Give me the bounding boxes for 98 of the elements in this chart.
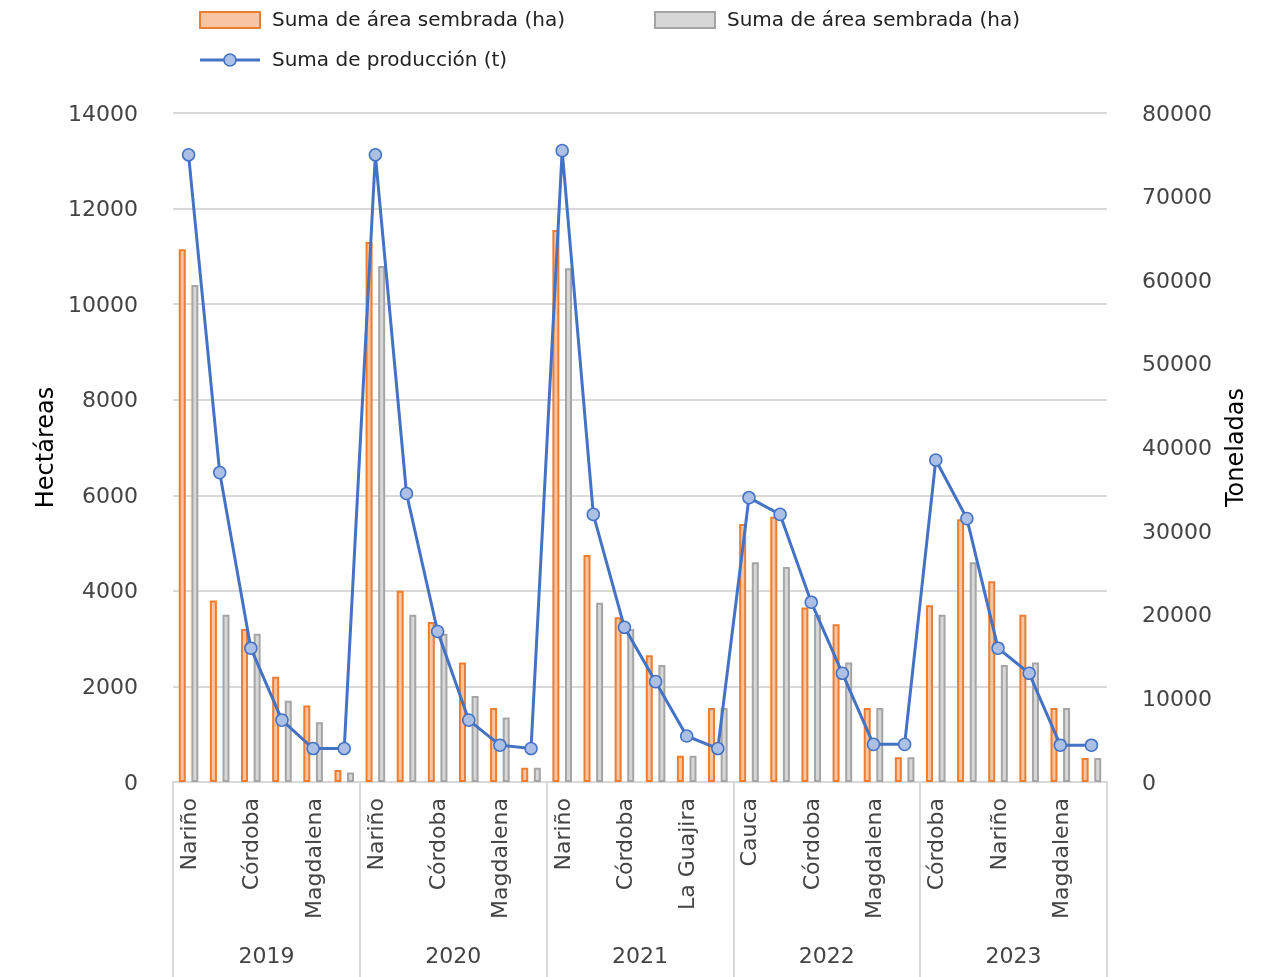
y-tick-label: 10000 [68,291,138,317]
x-tick-label: Córdoba [923,798,949,891]
bar [770,516,778,782]
bar [178,249,186,782]
point [524,741,538,756]
point [430,624,445,639]
x-tick-label: Nariño [549,798,575,871]
x-tick-label: Magdalena [487,798,513,919]
bar [241,629,249,782]
point [306,741,320,756]
y-axis-title: Hectáreas [31,386,60,509]
y2-tick-label: 0 [1142,769,1156,795]
point [181,148,196,162]
bar [925,605,933,782]
point [835,666,850,681]
bar [645,655,653,782]
bar [739,523,747,782]
bar [521,767,529,782]
y2-tick-label: 70000 [1142,184,1212,210]
bar [708,707,716,782]
point [1053,738,1068,752]
legend-label: Suma de área sembrada (ha) [272,7,566,31]
bar [1081,758,1089,782]
y-tick-label: 6000 [82,482,138,508]
point [1022,666,1036,681]
point [399,486,414,501]
bar [801,607,809,782]
point [617,620,632,635]
bar [303,705,311,782]
point [804,595,818,609]
bar [209,600,217,782]
point [337,741,351,756]
legend-label: Suma de área sembrada (ha) [727,7,1021,31]
point [711,741,725,756]
text: 2022 [798,942,855,968]
point [586,507,601,522]
y2-axis-title: Toneladas [1220,387,1249,509]
y-tick-label: 12000 [68,196,138,222]
x-tick-label: Cauca [736,798,762,867]
point [555,143,569,158]
x-tick-label: Nariño [176,798,202,871]
point [991,641,1005,655]
point [960,511,974,526]
y2-tick-label: 30000 [1142,518,1212,544]
y-tick-label: 4000 [82,578,138,604]
legend-label: Suma de producción (t) [272,47,508,71]
bar [552,230,560,782]
point [493,738,507,752]
y-tick-label: 0 [124,769,138,795]
point [462,713,476,727]
text: 2019 [238,942,295,968]
y-tick-label: 8000 [82,387,138,413]
y2-tick-label: 40000 [1142,435,1212,460]
x-tick-label: Córdoba [798,798,824,891]
x-tick-label: Córdoba [238,798,264,891]
bar [583,555,591,782]
bar [614,617,622,782]
y2-tick-label: 80000 [1142,100,1212,126]
point [866,737,881,752]
point [897,737,912,752]
bar [396,590,404,782]
point [679,729,694,743]
y2-tick-label: 20000 [1142,602,1212,628]
x-tick-label: Magdalena [861,798,886,919]
y2-tick-label: 60000 [1142,267,1212,293]
bar [676,755,684,782]
point [244,641,258,655]
x-tick-label: Córdoba [425,798,451,891]
text: 2020 [425,942,482,968]
x-tick-label: Córdoba [611,798,637,891]
point [275,713,289,727]
text: 2021 [612,942,668,968]
x-tick-label: La Guajira [674,798,700,910]
bar [894,757,902,782]
x-tick-label: Magdalena [300,798,326,919]
text: 2023 [985,942,1042,968]
bar [490,707,498,782]
bar [334,770,342,782]
bar [1019,614,1027,782]
x-tick-label: Nariño [985,798,1011,871]
bar [365,242,373,782]
y-tick-label: 14000 [68,100,138,126]
y2-tick-label: 10000 [1142,685,1212,711]
bar [988,581,996,782]
bar [832,624,840,782]
bar [957,519,965,782]
point [929,453,943,467]
point [368,148,383,162]
y-tick-label: 2000 [82,673,138,699]
point [648,674,663,689]
x-tick-label: Magdalena [1047,798,1073,919]
y2-tick-label: 50000 [1142,351,1212,377]
point [212,465,227,480]
bar [427,621,435,782]
point [742,490,756,505]
x-tick-label: Nariño [362,798,388,871]
point [773,507,787,522]
point [1084,738,1099,752]
